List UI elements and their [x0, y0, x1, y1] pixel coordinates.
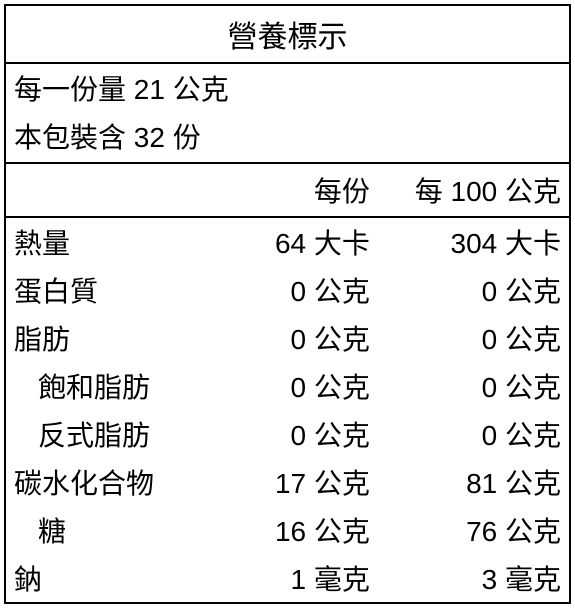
per-100g-value: 0 公克 — [378, 314, 570, 362]
nutrient-label: 碳水化合物 — [5, 458, 208, 506]
nutrient-label: 脂肪 — [5, 314, 208, 362]
table-row: 碳水化合物17 公克81 公克 — [5, 458, 570, 506]
nutrition-facts-table: 營養標示 每一份量 21 公克 本包裝含 32 份 每份 每 100 公克 熱量… — [4, 4, 571, 604]
column-header-per-serving: 每份 — [208, 163, 378, 217]
column-header-per-100g: 每 100 公克 — [378, 163, 570, 217]
servings-per-container-row: 本包裝含 32 份 — [5, 112, 570, 163]
table-row: 飽和脂肪0 公克0 公克 — [5, 362, 570, 410]
per-serving-value: 17 公克 — [208, 458, 378, 506]
table-row: 鈉1 毫克3 毫克 — [5, 554, 570, 603]
nutrient-label: 熱量 — [5, 217, 208, 266]
per-serving-value: 1 毫克 — [208, 554, 378, 603]
per-serving-value: 0 公克 — [208, 266, 378, 314]
per-100g-value: 81 公克 — [378, 458, 570, 506]
per-serving-value: 0 公克 — [208, 410, 378, 458]
per-serving-value: 64 大卡 — [208, 217, 378, 266]
per-serving-value: 0 公克 — [208, 314, 378, 362]
column-header-label — [5, 163, 208, 217]
servings-per-container-text: 本包裝含 32 份 — [5, 112, 570, 163]
per-serving-value: 16 公克 — [208, 506, 378, 554]
table-row: 反式脂肪0 公克0 公克 — [5, 410, 570, 458]
table-row: 糖16 公克76 公克 — [5, 506, 570, 554]
table-row: 蛋白質0 公克0 公克 — [5, 266, 570, 314]
serving-size-text: 每一份量 21 公克 — [5, 63, 570, 112]
nutrient-label: 反式脂肪 — [5, 410, 208, 458]
per-100g-value: 304 大卡 — [378, 217, 570, 266]
per-100g-value: 0 公克 — [378, 266, 570, 314]
nutrient-label: 糖 — [5, 506, 208, 554]
nutrient-label: 鈉 — [5, 554, 208, 603]
serving-size-row: 每一份量 21 公克 — [5, 63, 570, 112]
table-row: 熱量64 大卡304 大卡 — [5, 217, 570, 266]
per-100g-value: 0 公克 — [378, 410, 570, 458]
table-title: 營養標示 — [5, 5, 570, 63]
per-100g-value: 3 毫克 — [378, 554, 570, 603]
per-100g-value: 76 公克 — [378, 506, 570, 554]
nutrient-label: 飽和脂肪 — [5, 362, 208, 410]
table-row: 脂肪0 公克0 公克 — [5, 314, 570, 362]
nutrition-data-rows: 熱量64 大卡304 大卡蛋白質0 公克0 公克脂肪0 公克0 公克飽和脂肪0 … — [5, 217, 570, 603]
column-header-row: 每份 每 100 公克 — [5, 163, 570, 217]
per-100g-value: 0 公克 — [378, 362, 570, 410]
per-serving-value: 0 公克 — [208, 362, 378, 410]
title-row: 營養標示 — [5, 5, 570, 63]
nutrient-label: 蛋白質 — [5, 266, 208, 314]
